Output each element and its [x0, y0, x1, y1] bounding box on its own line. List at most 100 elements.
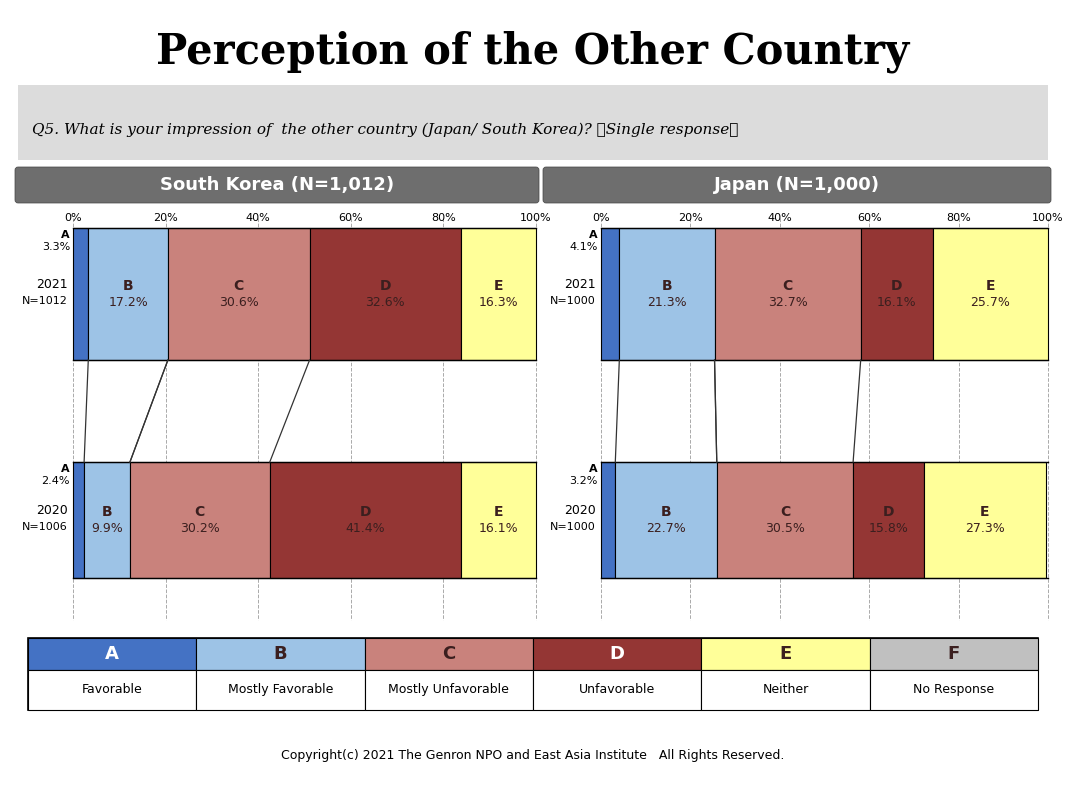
Text: 2021: 2021 — [564, 277, 596, 290]
Bar — [716, 462, 853, 578]
FancyBboxPatch shape — [15, 167, 539, 203]
Bar — [18, 85, 1048, 160]
Text: F: F — [948, 645, 960, 663]
Text: N=1012: N=1012 — [22, 296, 68, 306]
Text: 16.1%: 16.1% — [877, 296, 917, 308]
Bar — [196, 669, 365, 710]
Text: 80%: 80% — [947, 213, 971, 223]
Bar — [933, 228, 1048, 360]
Text: D: D — [883, 505, 894, 519]
Text: Neither: Neither — [762, 684, 809, 696]
Bar — [860, 228, 933, 360]
Bar — [601, 228, 619, 360]
Text: 27.3%: 27.3% — [965, 522, 1004, 534]
Text: A: A — [62, 464, 70, 474]
Text: South Korea (N=1,012): South Korea (N=1,012) — [160, 176, 394, 194]
Text: 3.3%: 3.3% — [42, 242, 70, 252]
Text: B: B — [123, 279, 133, 293]
Text: 30.5%: 30.5% — [765, 522, 805, 534]
Bar — [701, 669, 870, 710]
Bar — [601, 462, 615, 578]
Text: E: E — [779, 645, 792, 663]
Text: D: D — [379, 279, 391, 293]
Text: Japan (N=1,000): Japan (N=1,000) — [714, 176, 881, 194]
Bar — [270, 462, 462, 578]
Bar — [84, 462, 130, 578]
Text: 0%: 0% — [593, 213, 610, 223]
Bar — [28, 638, 196, 669]
Bar — [462, 462, 536, 578]
Text: Q5. What is your impression of  the other country (Japan/ South Korea)? 【Single : Q5. What is your impression of the other… — [32, 122, 739, 138]
Bar — [130, 462, 270, 578]
Text: Perception of the Other Country: Perception of the Other Country — [157, 31, 909, 73]
Bar — [309, 228, 461, 360]
Bar — [924, 462, 1046, 578]
Bar — [28, 638, 1038, 710]
Bar — [701, 638, 870, 669]
Bar — [870, 638, 1038, 669]
Text: 100%: 100% — [520, 213, 552, 223]
Text: 25.7%: 25.7% — [970, 296, 1011, 308]
Text: C: C — [442, 645, 455, 663]
Text: 2020: 2020 — [564, 503, 596, 517]
Text: B: B — [662, 279, 673, 293]
Bar — [461, 228, 536, 360]
Text: C: C — [195, 505, 205, 519]
Bar — [533, 669, 701, 710]
Text: 60%: 60% — [339, 213, 364, 223]
Text: 2.4%: 2.4% — [42, 476, 70, 486]
Bar — [168, 228, 309, 360]
Text: E: E — [494, 505, 503, 519]
Bar — [619, 228, 714, 360]
Text: 40%: 40% — [246, 213, 271, 223]
Text: C: C — [780, 505, 790, 519]
Bar — [615, 462, 716, 578]
Text: 40%: 40% — [768, 213, 792, 223]
Text: E: E — [985, 279, 995, 293]
Bar — [870, 669, 1038, 710]
Text: No Response: No Response — [914, 684, 995, 696]
Text: B: B — [661, 505, 672, 519]
Bar — [196, 638, 365, 669]
Text: D: D — [610, 645, 625, 663]
Bar — [714, 228, 860, 360]
Text: 20%: 20% — [678, 213, 702, 223]
Text: A: A — [589, 230, 598, 240]
Text: 17.2%: 17.2% — [109, 296, 148, 308]
Bar — [72, 462, 84, 578]
Text: 16.1%: 16.1% — [479, 522, 518, 534]
Text: 4.1%: 4.1% — [569, 242, 598, 252]
Text: B: B — [274, 645, 288, 663]
Text: A: A — [62, 230, 70, 240]
Text: 2020: 2020 — [36, 503, 68, 517]
FancyBboxPatch shape — [543, 167, 1051, 203]
Text: N=1006: N=1006 — [22, 522, 68, 532]
Text: E: E — [980, 505, 989, 519]
Text: 21.3%: 21.3% — [647, 296, 687, 308]
Bar — [88, 228, 168, 360]
Text: N=1000: N=1000 — [550, 296, 596, 306]
Text: 3.2%: 3.2% — [569, 476, 598, 486]
Text: Mostly Favorable: Mostly Favorable — [228, 684, 334, 696]
Text: 41.4%: 41.4% — [345, 522, 386, 534]
Text: 30.6%: 30.6% — [219, 296, 259, 308]
Text: C: C — [233, 279, 244, 293]
Text: 32.7%: 32.7% — [768, 296, 808, 308]
Bar — [72, 228, 88, 360]
Bar — [365, 638, 533, 669]
Text: 20%: 20% — [154, 213, 178, 223]
Text: E: E — [494, 279, 503, 293]
Text: B: B — [101, 505, 112, 519]
Text: 32.6%: 32.6% — [366, 296, 405, 308]
Bar — [853, 462, 924, 578]
Text: A: A — [106, 645, 119, 663]
Text: N=1000: N=1000 — [550, 522, 596, 532]
Text: A: A — [589, 464, 598, 474]
Bar — [28, 669, 196, 710]
Text: 80%: 80% — [431, 213, 456, 223]
Text: 2021: 2021 — [36, 277, 68, 290]
Text: D: D — [360, 505, 371, 519]
Text: 100%: 100% — [1032, 213, 1064, 223]
Text: D: D — [891, 279, 903, 293]
Text: Favorable: Favorable — [82, 684, 143, 696]
